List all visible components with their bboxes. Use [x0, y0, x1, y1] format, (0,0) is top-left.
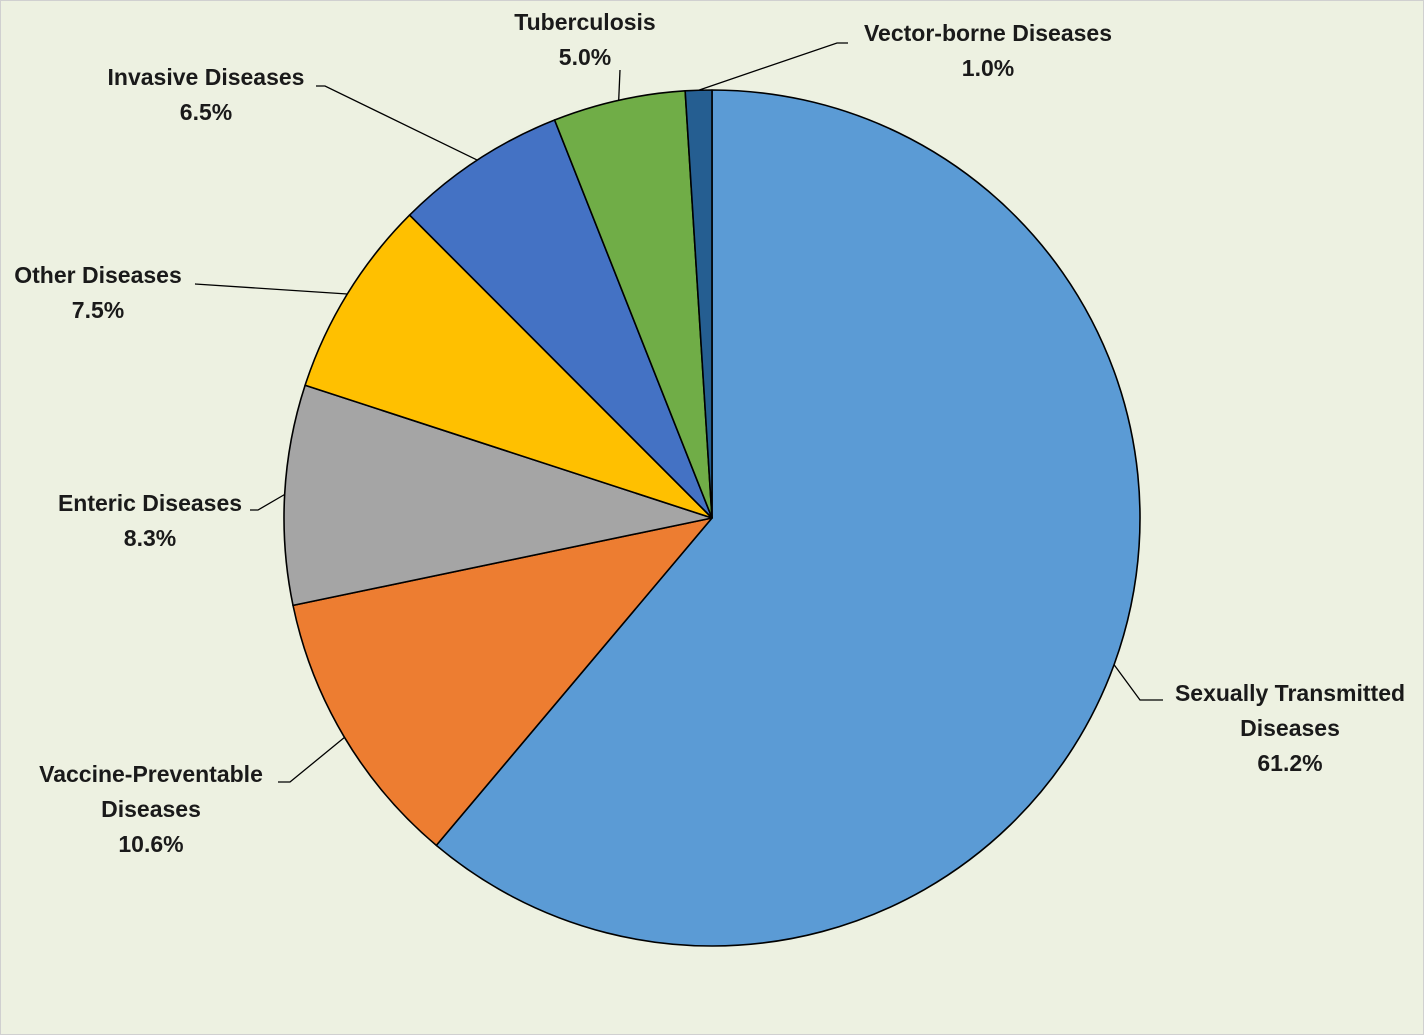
- pie-slice: [283, 384, 713, 607]
- leader-lines: [194, 42, 1163, 783]
- pie-slice: [408, 119, 713, 519]
- slice-value-label: 5.0%: [559, 44, 611, 70]
- slice-value-label: 7.5%: [72, 297, 124, 323]
- slice-name-label: Vector-borne Diseases: [864, 20, 1112, 46]
- slice-label: Enteric Diseases 8.3%: [58, 490, 242, 551]
- slice-label: Sexually Transmitted Diseases 61.2%: [1175, 680, 1405, 776]
- slice-name-label: Invasive Diseases: [108, 64, 305, 90]
- slice-name-label: Vaccine-Preventable: [39, 761, 263, 787]
- slice-label: Invasive Diseases 6.5%: [108, 64, 305, 125]
- leader-line: [278, 736, 345, 783]
- leader-line: [250, 493, 285, 511]
- leader-line: [316, 85, 478, 161]
- slice-name-label: Diseases: [1240, 715, 1340, 741]
- slice-value-label: 1.0%: [962, 55, 1014, 81]
- pie-slice: [292, 517, 713, 847]
- slice-name-label: Diseases: [101, 796, 201, 822]
- leader-line: [618, 69, 621, 101]
- slice-value-label: 61.2%: [1257, 750, 1322, 776]
- slice-value-label: 6.5%: [180, 99, 232, 125]
- slice-label: Other Diseases 7.5%: [14, 262, 181, 323]
- slice-name-label: Sexually Transmitted: [1175, 680, 1405, 706]
- slice-name-label: Other Diseases: [14, 262, 181, 288]
- data-labels: Sexually Transmitted Diseases 61.2% Vaccine…: [14, 9, 1405, 857]
- slice-value-label: 8.3%: [124, 525, 176, 551]
- leader-line: [194, 283, 348, 295]
- slice-name-label: Tuberculosis: [514, 9, 655, 35]
- pie-slices: [283, 89, 1141, 947]
- slice-label: Tuberculosis 5.0%: [514, 9, 655, 70]
- slice-label: Vaccine-Preventable Diseases 10.6%: [39, 761, 263, 857]
- pie-slice: [684, 89, 713, 519]
- slice-value-label: 10.6%: [118, 831, 183, 857]
- leader-line: [1113, 664, 1163, 701]
- slice-name-label: Enteric Diseases: [58, 490, 242, 516]
- leader-line: [698, 42, 848, 91]
- slice-label: Vector-borne Diseases 1.0%: [864, 20, 1112, 81]
